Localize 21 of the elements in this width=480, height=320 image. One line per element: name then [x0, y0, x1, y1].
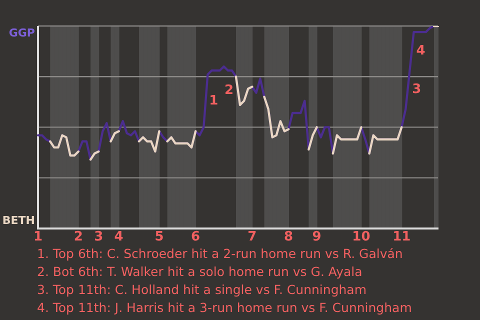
annotation: 3	[412, 82, 422, 98]
x-tick-label: 6	[191, 230, 200, 245]
x-tick-label: 7	[248, 230, 257, 245]
text: 2. Bot 6th: T. Walker hit a solo home run vs G. Ayala	[37, 263, 364, 281]
x-tick-label: 1	[33, 230, 43, 245]
x-tick-label: 4	[114, 230, 124, 245]
x-tick-label: 3	[94, 230, 104, 245]
x-tick-label: 11	[392, 230, 411, 245]
x-tick-label: 8	[284, 230, 294, 245]
annotation: 1	[209, 93, 218, 108]
annotation: 4	[416, 44, 426, 59]
text: 1. Top 6th: C. Schroeder hit a 2-run home run vs R. Galván	[37, 245, 404, 263]
x-tick-label: 9	[312, 230, 322, 245]
text: BETH	[2, 214, 35, 227]
text: 4. Top 11th: J. Harris hit a 3-run home run vs F. Cunningham	[37, 299, 412, 317]
x-tick-label: 10	[352, 230, 370, 245]
text: 3. Top 11th: C. Holland hit a single vs F. Cunningham	[37, 281, 368, 299]
annotation: 2	[224, 83, 234, 98]
x-tick-label: 5	[154, 230, 164, 245]
x-tick-label: 2	[74, 230, 83, 245]
text: GGP	[8, 26, 35, 40]
